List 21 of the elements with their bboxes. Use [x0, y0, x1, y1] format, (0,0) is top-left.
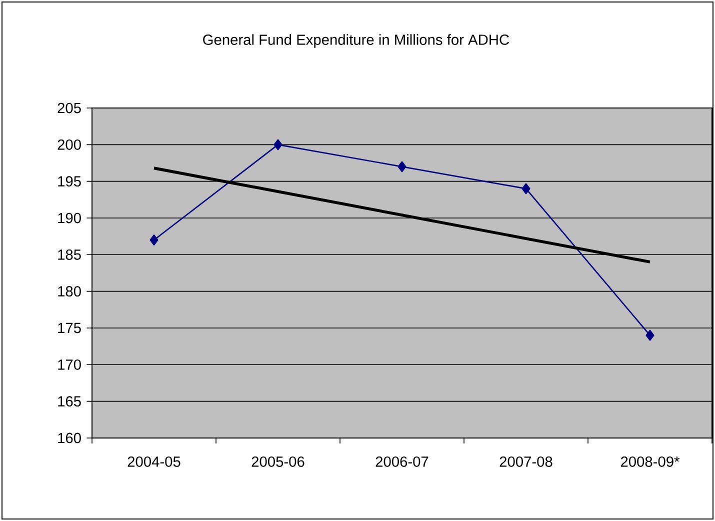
y-tick-label: 175: [58, 322, 81, 334]
point: [646, 330, 654, 341]
point: [150, 234, 158, 246]
y-tick-label: 170: [58, 359, 81, 370]
y-tick-label: 200: [58, 139, 81, 150]
x-tick-label: 2007-08: [500, 456, 552, 467]
point: [274, 139, 282, 150]
x-tick-label: 2005-06: [252, 456, 304, 467]
x-tick-label: 2004-05: [128, 456, 180, 467]
point: [522, 183, 530, 194]
y-tick-label: 185: [58, 249, 81, 260]
x-tick-label: 2006-07: [376, 456, 428, 467]
chart-title: General Fund Expenditure in Millions for ADHC: [203, 34, 510, 48]
point: [398, 161, 406, 172]
y-tick-label: 195: [58, 176, 81, 187]
y-tick-label: 180: [58, 286, 81, 297]
y-tick-label: 165: [58, 396, 81, 407]
y-tick-label: 205: [58, 102, 81, 114]
y-tick-label: 160: [58, 432, 81, 444]
x-tick-label: 2008-09*: [620, 456, 680, 467]
y-tick-label: 190: [58, 212, 81, 224]
